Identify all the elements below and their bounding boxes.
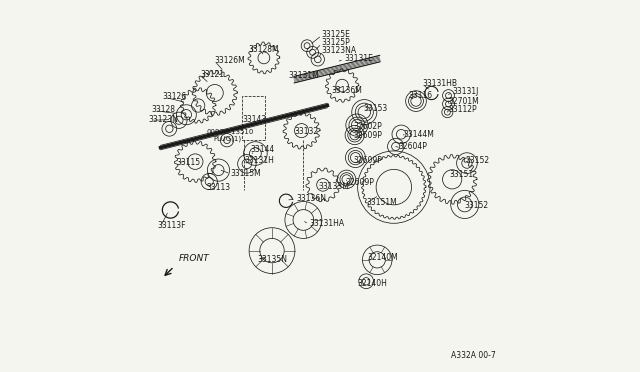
Text: 33128: 33128: [151, 105, 175, 115]
Text: 32609P: 32609P: [345, 178, 374, 187]
Text: 32140H: 32140H: [357, 279, 387, 288]
Text: 33143: 33143: [243, 115, 267, 124]
Text: 33113F: 33113F: [157, 221, 186, 230]
Text: 33126: 33126: [163, 92, 186, 101]
Text: 32701M: 32701M: [449, 97, 479, 106]
Text: FRONT: FRONT: [179, 254, 210, 263]
Text: 33125P: 33125P: [322, 38, 351, 47]
Text: PLUG(1): PLUG(1): [213, 136, 241, 142]
Text: 33132: 33132: [294, 127, 318, 136]
Text: 33112P: 33112P: [449, 105, 477, 115]
Text: 33113: 33113: [206, 183, 230, 192]
Text: 33123N: 33123N: [148, 115, 178, 124]
Text: 33151M: 33151M: [366, 198, 397, 207]
Text: 33136M: 33136M: [331, 86, 362, 94]
Text: 33131E: 33131E: [344, 54, 373, 63]
Text: 32609P: 32609P: [353, 155, 382, 165]
Text: 32609P: 32609P: [353, 131, 382, 140]
Text: 32604P: 32604P: [398, 142, 427, 151]
Text: 33128M: 33128M: [248, 45, 279, 54]
Text: 33126M: 33126M: [215, 56, 246, 65]
Text: 33135N: 33135N: [257, 254, 287, 264]
Text: 33144M: 33144M: [403, 130, 435, 139]
Text: 33152: 33152: [465, 201, 489, 210]
Text: 33131H: 33131H: [244, 156, 274, 166]
Text: 33144: 33144: [251, 145, 275, 154]
Text: 33131HB: 33131HB: [422, 79, 458, 88]
Text: 33136N: 33136N: [296, 194, 326, 203]
Text: 33115: 33115: [177, 157, 201, 167]
Text: 32602P: 32602P: [353, 122, 382, 131]
Text: 33131HA: 33131HA: [309, 219, 344, 228]
Text: 33153: 33153: [364, 104, 388, 113]
Text: 33131J: 33131J: [452, 87, 479, 96]
Text: 00933-13510: 00933-13510: [206, 129, 253, 135]
Text: 33151: 33151: [449, 170, 474, 179]
Text: 32140M: 32140M: [367, 253, 398, 263]
Text: 33123NA: 33123NA: [322, 46, 357, 55]
Text: 33116: 33116: [408, 91, 433, 100]
Text: A332A 00-7: A332A 00-7: [451, 350, 495, 359]
Bar: [243, 96, 264, 140]
Text: 33121: 33121: [200, 70, 224, 79]
Text: 33115M: 33115M: [230, 169, 261, 177]
Text: 33131M: 33131M: [289, 71, 319, 80]
Text: 33152: 33152: [466, 156, 490, 166]
Text: 33125E: 33125E: [322, 30, 351, 39]
Text: 33133M: 33133M: [318, 182, 349, 191]
